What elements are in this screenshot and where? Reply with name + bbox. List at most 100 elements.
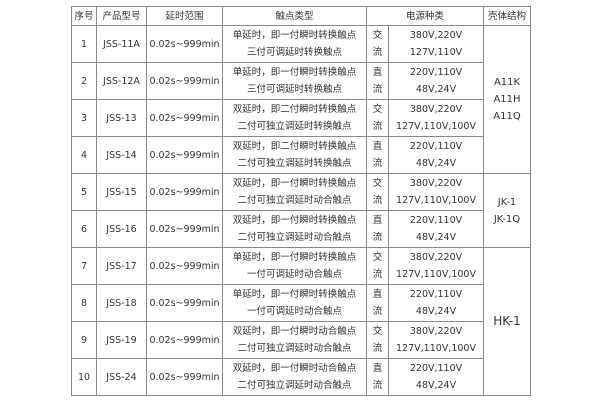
contact-line: 二付可独立调延时动合触点: [237, 380, 352, 391]
voltage-line: 48V,24V: [415, 306, 457, 317]
delay-range: 0.02s~999min: [146, 284, 223, 322]
power-type: 直流: [366, 284, 389, 322]
delay-range-text: 0.02s~999min: [149, 186, 220, 198]
power-type-char: 流: [372, 306, 383, 317]
power-type-char: 交: [372, 104, 383, 115]
power-type-char: 流: [372, 158, 383, 169]
shell-code: A11K: [493, 77, 521, 88]
table-row: 5 JSS-15 0.02s~999min 双延时，即一付瞬时转换触点 二付可独立调延时…: [71, 173, 532, 248]
power-type-char: 交: [372, 326, 383, 337]
power-type: 直流: [366, 358, 389, 396]
table-row: 10 JSS-24 0.02s~999min 双延时，即一付瞬时动合触点 二付可独立调延…: [71, 358, 531, 396]
delay-range: 0.02s~999min: [146, 321, 223, 359]
power-type: 直流: [366, 136, 389, 174]
contact-type: 双延时，即一付瞬时转换触点 二付可独立调延时动合触点: [222, 173, 367, 211]
delay-range: 0.02s~999min: [146, 358, 223, 396]
row-number: 9: [71, 321, 97, 359]
voltage-line: 220V,110V: [409, 67, 463, 78]
shell-structure: HK-1: [483, 247, 532, 396]
product-model: JSS-15: [96, 173, 147, 211]
product-model-text: JSS-12A: [103, 75, 140, 87]
product-model-text: JSS-18: [106, 297, 137, 309]
voltage-line: 127V,110V: [409, 47, 463, 58]
voltage-line: 48V,24V: [415, 84, 457, 95]
table-row: 3 JSS-13 0.02s~999min 双延时，即二付瞬时转换触点 二付可独立调延时…: [71, 99, 531, 137]
table-row: 8 JSS-18 0.02s~999min 单延时，即一付瞬时转换触点 一付可调延时动合…: [71, 284, 531, 322]
contact-line: 单延时，即一付瞬时转换触点: [232, 30, 357, 41]
shell-structure: A11K A11H A11Q: [483, 25, 532, 174]
delay-range-text: 0.02s~999min: [149, 297, 220, 309]
power-type-char: 直: [372, 67, 383, 78]
power-type-char: 交: [372, 252, 383, 263]
voltage-line: 380V,220V: [409, 178, 463, 189]
voltage-line: 48V,24V: [415, 158, 457, 169]
row-number: 8: [71, 284, 97, 322]
header-shell: 壳体结构: [483, 6, 532, 26]
product-model: JSS-11A: [96, 25, 147, 63]
product-model-text: JSS-24: [106, 371, 137, 383]
voltage-line: 380V,220V: [409, 326, 463, 337]
row-number-text: 8: [80, 297, 88, 309]
contact-line: 双延时，即一付瞬时动合触点: [232, 326, 357, 337]
power-type-char: 直: [372, 289, 383, 300]
contact-line: 三付可调延时转换触点: [246, 84, 342, 95]
voltage: 380V,220V 127V,110V,100V: [387, 321, 485, 359]
row-number: 10: [71, 358, 97, 396]
row-number-text: 6: [80, 223, 88, 235]
row-number-text: 10: [77, 371, 91, 383]
shell-structure: JK-1 JK-1Q: [483, 173, 532, 248]
power-type-char: 流: [372, 343, 383, 354]
shell-code: JK-1: [497, 196, 517, 208]
row-number: 4: [71, 136, 97, 174]
contact-line: 二付可独立调延时动合触点: [237, 195, 352, 206]
power-type: 交流: [366, 247, 389, 285]
delay-range: 0.02s~999min: [146, 25, 223, 63]
shell-code: A11Q: [493, 111, 521, 122]
delay-range: 0.02s~999min: [146, 62, 223, 100]
contact-line: 二付可独立调延时动合触点: [237, 232, 352, 243]
row-number-text: 3: [80, 112, 88, 124]
contact-type: 双延时，即二付瞬时转换触点 二付可独立调延时转换触点: [222, 99, 367, 137]
contact-type: 双延时，即一付瞬时转换触点 二付可独立调延时动合触点: [222, 210, 367, 248]
contact-line: 二付可独立调延时转换触点: [237, 158, 352, 169]
voltage-line: 220V,110V: [409, 363, 463, 374]
voltage: 220V,110V 48V,24V: [387, 284, 485, 322]
table-row: 4 JSS-14 0.02s~999min 双延时，即二付瞬时转换触点 二付可独立调延时…: [71, 136, 531, 174]
power-type-char: 交: [372, 30, 383, 41]
table-row: 6 JSS-16 0.02s~999min 双延时，即一付瞬时转换触点 二付可独立调延时…: [71, 210, 531, 248]
shell-code: JK-1Q: [493, 213, 521, 225]
voltage-line: 127V,110V,100V: [396, 121, 476, 132]
contact-type: 单延时，即一付瞬时转换触点 一付可调延时动合触点: [222, 284, 367, 322]
contact-line: 三付可调延时转换触点: [246, 47, 342, 58]
power-type-char: 流: [372, 84, 383, 95]
header-contact: 触点类型: [222, 6, 367, 26]
product-model: JSS-19: [96, 321, 147, 359]
contact-line: 单延时，即一付瞬时转换触点: [232, 252, 357, 263]
product-model-text: JSS-19: [106, 334, 137, 346]
product-model: JSS-18: [96, 284, 147, 322]
product-model: JSS-13: [96, 99, 147, 137]
voltage: 380V,220V 127V,110V,100V: [387, 247, 485, 285]
row-number-text: 5: [80, 186, 88, 198]
row-number-text: 2: [80, 75, 88, 87]
power-type-char: 直: [372, 141, 383, 152]
power-type: 直流: [366, 210, 389, 248]
voltage-line: 127V,110V,100V: [396, 195, 476, 206]
product-model-text: JSS-16: [106, 223, 137, 235]
voltage-line: 220V,110V: [409, 289, 463, 300]
contact-line: 一付可调延时动合触点: [246, 306, 342, 317]
product-model-text: JSS-17: [106, 260, 137, 272]
delay-range: 0.02s~999min: [146, 99, 223, 137]
power-type-char: 流: [372, 121, 383, 132]
header-no: 序号: [71, 6, 97, 26]
delay-range-text: 0.02s~999min: [149, 371, 220, 383]
contact-line: 双延时，即一付瞬时转换触点: [232, 178, 357, 189]
product-model: JSS-12A: [96, 62, 147, 100]
delay-range-text: 0.02s~999min: [149, 38, 220, 50]
contact-line: 二付可独立调延时动合触点: [237, 343, 352, 354]
contact-line: 双延时，即一付瞬时转换触点: [232, 215, 357, 226]
contact-line: 一付可调延时动合触点: [246, 269, 342, 280]
table-row: 2 JSS-12A 0.02s~999min 单延时，即一付瞬时转换触点 三付可调延时转…: [71, 62, 531, 100]
contact-line: 二付可独立调延时转换触点: [237, 121, 352, 132]
voltage: 220V,110V 48V,24V: [387, 358, 485, 396]
